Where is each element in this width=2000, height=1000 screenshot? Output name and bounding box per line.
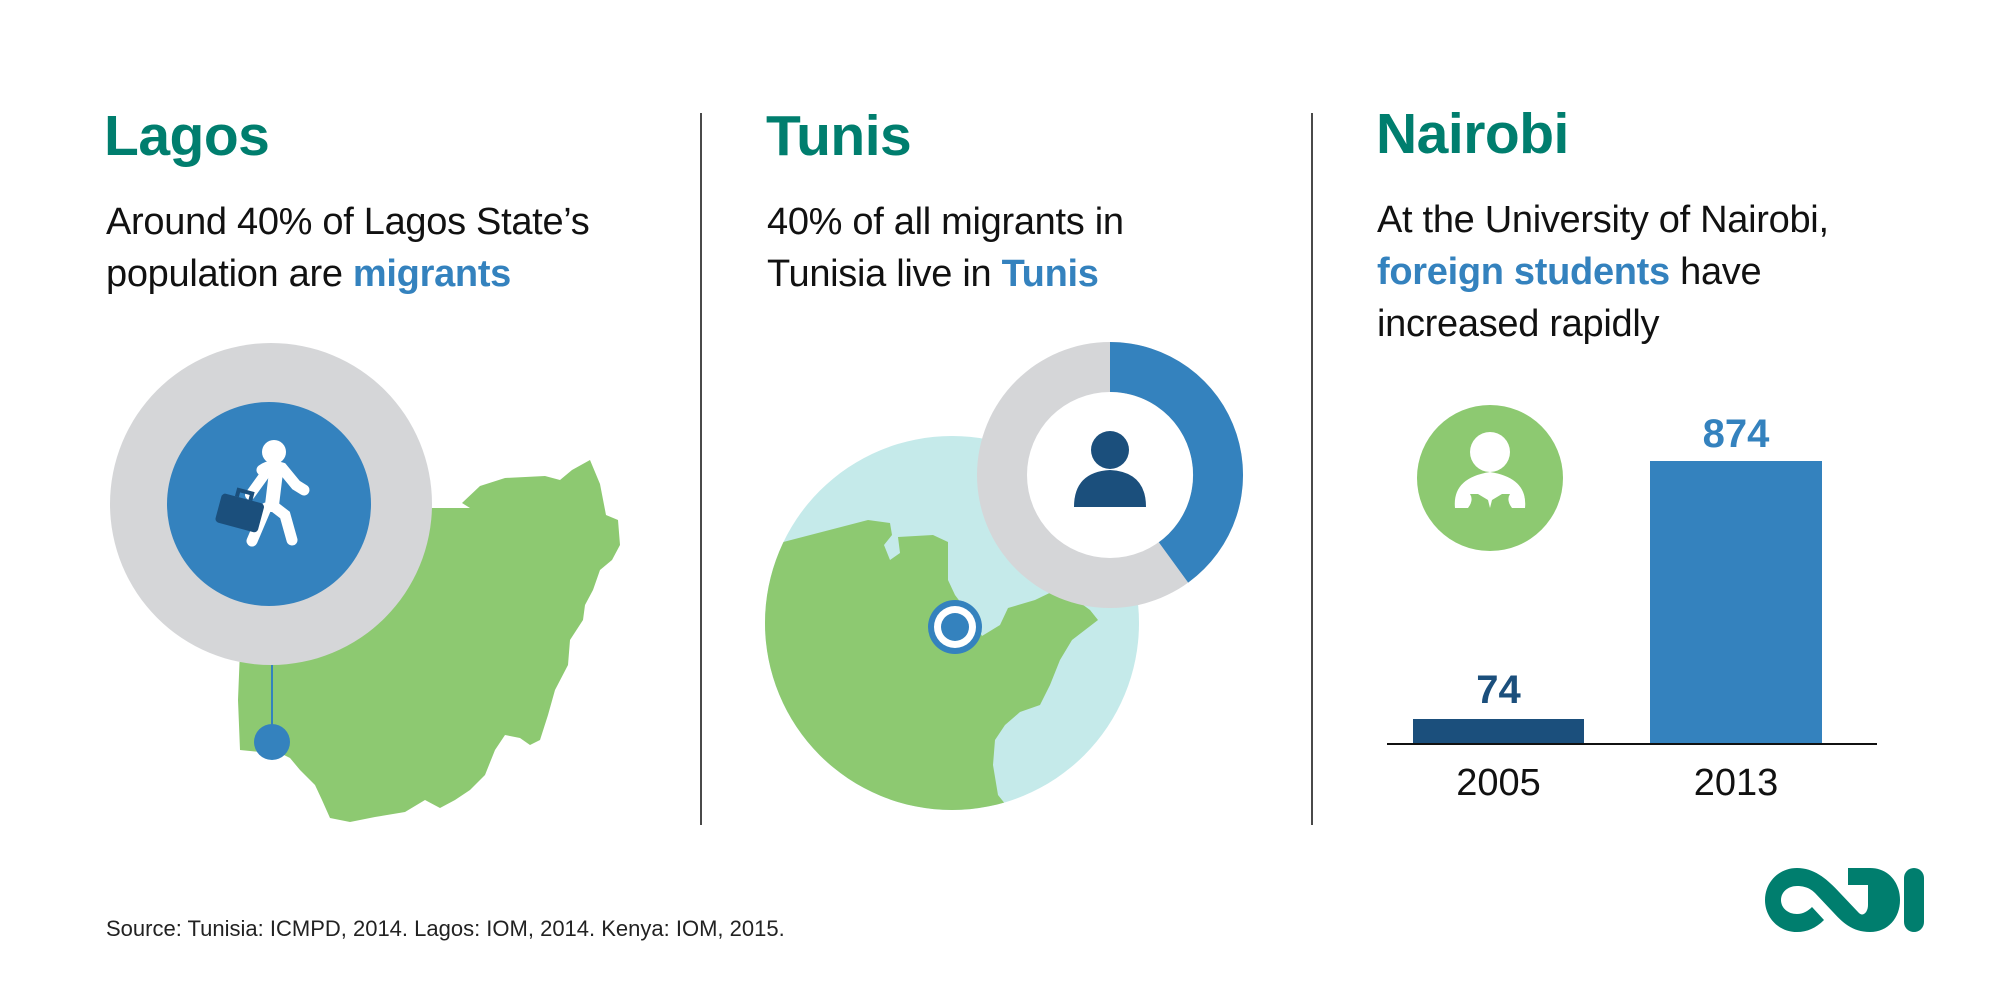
nairobi-text-line3: increased rapidly [1377,303,1660,345]
tunis-text-line1: 40% of all migrants in [767,201,1124,243]
tunis-pin-dot [941,613,969,641]
tunis-title: Tunis [766,104,912,168]
column-divider-left [700,113,702,825]
globe-land [765,520,1098,810]
x-tick-2013: 2013 [1693,762,1779,804]
nairobi-text-plain: have [1669,251,1762,293]
nairobi-description: At the University of Nairobi, foreign st… [1377,194,1829,350]
nairobi-title: Nairobi [1376,102,1569,166]
lagos-highlight-migrants: migrants [352,253,512,295]
tunis-description: 40% of all migrants in Tunisia live in T… [767,196,1124,300]
student-reading-icon [1417,405,1563,551]
tunis-donut-chart [977,342,1244,608]
lagos-title: Lagos [104,104,270,168]
lagos-text-line1: Around 40% of Lagos State’s [106,201,590,243]
lagos-pin-dot [254,724,290,760]
tunis-text-plain: Tunisia live in [767,253,1002,295]
tunis-text-line2: Tunisia live in Tunis [767,248,1124,300]
nairobi-text-line2: foreign students have [1377,246,1829,298]
bar-2005 [1413,719,1584,743]
nairobi-highlight-foreign-students: foreign students [1377,251,1670,293]
source-note: Source: Tunisia: ICMPD, 2014. Lagos: IOM… [106,916,785,941]
lagos-text-plain: population are [106,253,353,295]
x-tick-2005: 2005 [1456,762,1541,804]
column-divider-right [1311,113,1313,825]
odi-logo-icon [1765,868,1924,932]
walking-migrant-icon [215,440,310,547]
tunis-highlight-tunis: Tunis [1001,253,1099,295]
person-icon [1074,431,1146,507]
bar-label-2013: 874 [1702,412,1770,456]
lagos-description: Around 40% of Lagos State’s population a… [106,196,590,300]
bar-2013 [1650,461,1822,743]
bar-label-2005: 74 [1476,668,1521,712]
lagos-text-line2: population are migrants [106,248,589,300]
donut-segment-tunis [1110,342,1244,583]
nairobi-text-line1: At the University of Nairobi, [1377,199,1829,241]
